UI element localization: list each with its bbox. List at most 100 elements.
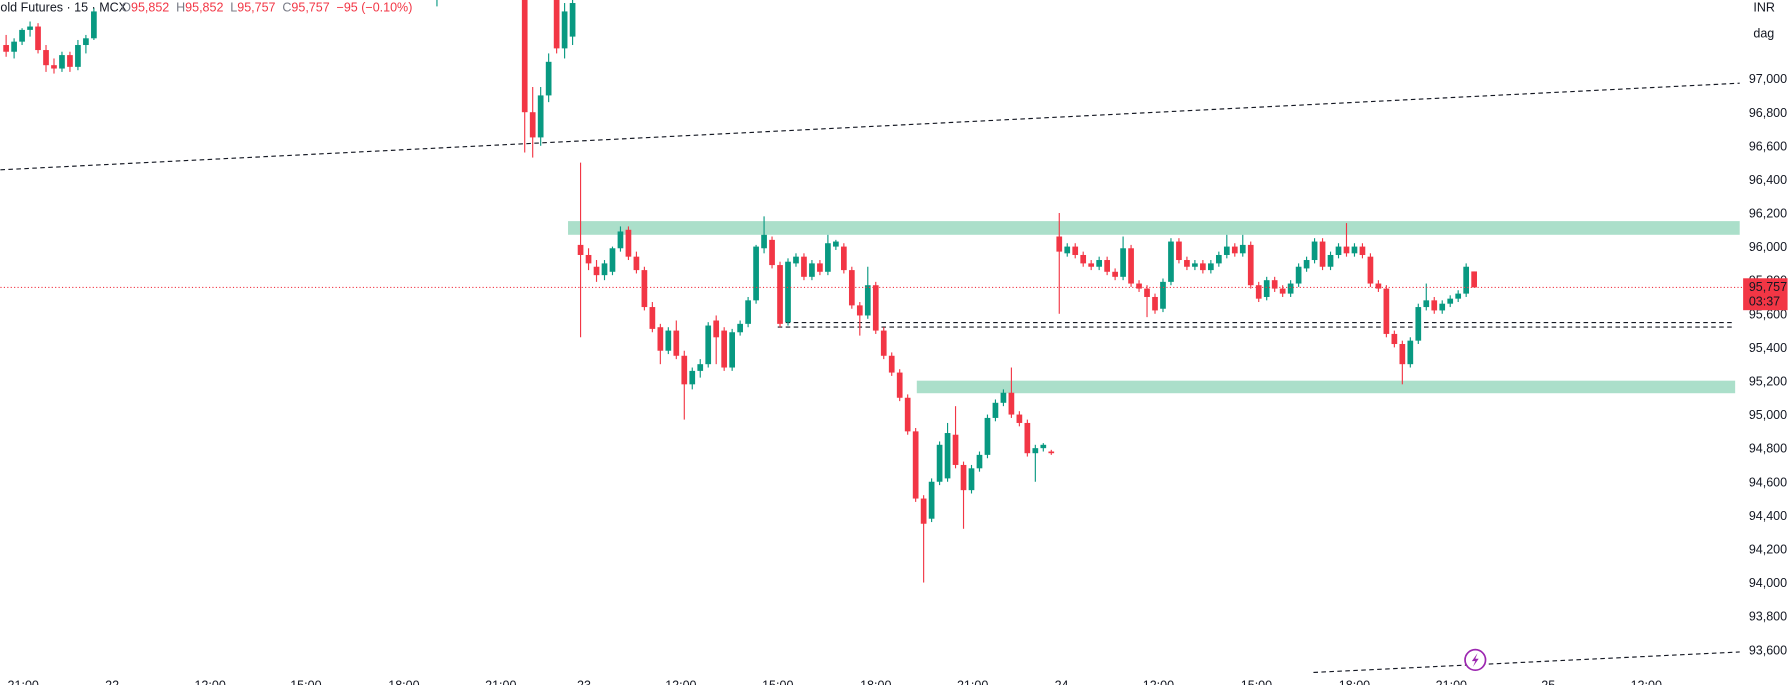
candle-body bbox=[1176, 241, 1182, 261]
resistance-zone bbox=[568, 221, 1740, 235]
candle-body bbox=[1239, 244, 1246, 254]
candle-body bbox=[1184, 260, 1190, 267]
candle-body bbox=[1080, 254, 1087, 264]
price-tag-label: 95,757 bbox=[1749, 280, 1787, 294]
candle-body bbox=[1064, 246, 1071, 254]
candle-body bbox=[1200, 263, 1206, 271]
candle-body bbox=[912, 431, 919, 499]
candle-body bbox=[1439, 303, 1446, 311]
price-axis: 93,600 93,800 94,000 94,200 94,400 94,600 94,8… bbox=[8, 72, 1788, 685]
candle-body bbox=[1208, 263, 1214, 271]
alert-icon[interactable] bbox=[1464, 648, 1487, 672]
candle-body bbox=[952, 434, 959, 465]
support-zone bbox=[916, 380, 1736, 394]
candle-body bbox=[769, 239, 775, 266]
candle-body bbox=[1032, 448, 1039, 454]
candle-body bbox=[904, 397, 911, 432]
candle-body bbox=[1072, 246, 1079, 255]
candle-body bbox=[1359, 246, 1366, 255]
candle-body bbox=[1120, 248, 1126, 277]
y-tick-label: 93,800 bbox=[1749, 610, 1787, 624]
legend-key: C bbox=[282, 0, 291, 14]
candle-body bbox=[1247, 244, 1254, 286]
candle-body bbox=[896, 372, 903, 398]
candle-body bbox=[1471, 271, 1477, 288]
candle-body bbox=[577, 244, 584, 255]
candle-body bbox=[1303, 260, 1310, 269]
candle-body bbox=[593, 266, 600, 276]
candle-body bbox=[11, 41, 17, 52]
header: old Futures · 15 · MCX O95,852 H95,852 L95… bbox=[0, 0, 412, 14]
candle-body bbox=[529, 112, 536, 138]
y-tick-label: 94,800 bbox=[1749, 442, 1787, 456]
candle-body bbox=[1144, 288, 1150, 297]
candles bbox=[0, 0, 1742, 583]
candle-body bbox=[617, 231, 624, 249]
y-tick-label: 95,200 bbox=[1749, 375, 1787, 389]
candle-body bbox=[561, 11, 568, 49]
symbol-title: old Futures · 15 · MCX bbox=[0, 0, 127, 14]
candle-body bbox=[793, 256, 799, 264]
candle-body bbox=[936, 444, 943, 482]
candle-body bbox=[1096, 260, 1103, 267]
ohlc-legend: O95,852 H95,852 L95,757 C95,757 −95 (−0.10%) bbox=[121, 0, 412, 14]
candle-body bbox=[1152, 296, 1158, 311]
candle-body bbox=[3, 45, 9, 52]
x-tick-label: 18:00 bbox=[388, 679, 419, 685]
candle-body bbox=[83, 38, 89, 46]
candle-body bbox=[872, 285, 879, 331]
candle-body bbox=[601, 263, 608, 276]
candle-body bbox=[545, 61, 552, 96]
alert-bolt[interactable] bbox=[1471, 653, 1479, 667]
legend-value: 95,852 bbox=[131, 0, 169, 14]
y-tick-label: 94,400 bbox=[1749, 509, 1787, 523]
y-tick-label: 94,200 bbox=[1749, 542, 1787, 556]
x-tick-label: 15:00 bbox=[290, 679, 321, 685]
drawings bbox=[0, 82, 1740, 674]
candle-body bbox=[880, 330, 887, 356]
candle-body bbox=[1048, 451, 1055, 454]
y-tick-label: 94,600 bbox=[1749, 475, 1787, 489]
candle-body bbox=[1000, 392, 1007, 403]
candle-body bbox=[856, 305, 863, 316]
legend-key: O bbox=[121, 0, 131, 14]
candle-body bbox=[43, 50, 49, 66]
candle-body bbox=[1391, 333, 1398, 345]
x-tick-label: 12:00 bbox=[1143, 679, 1174, 685]
candle-body bbox=[1327, 254, 1334, 267]
candle-body bbox=[19, 29, 25, 42]
x-tick-label: 12:00 bbox=[194, 679, 225, 685]
x-tick-label: 21:00 bbox=[8, 679, 39, 685]
legend-value: 95,757 bbox=[291, 0, 329, 14]
candle-body bbox=[713, 320, 720, 338]
candle-body bbox=[1008, 392, 1015, 415]
candle-body bbox=[888, 355, 895, 373]
candle-body bbox=[1335, 246, 1342, 255]
x-tick-label: 21:00 bbox=[1436, 679, 1467, 685]
y-tick-label: 96,000 bbox=[1749, 240, 1787, 254]
candle-body bbox=[569, 3, 576, 37]
candle-body bbox=[960, 464, 967, 491]
candle-body bbox=[1168, 241, 1174, 282]
trend-line bbox=[0, 82, 1740, 171]
candle-body bbox=[984, 417, 991, 455]
candle-body bbox=[833, 241, 839, 247]
x-tick-label: 12:00 bbox=[1631, 679, 1662, 685]
candle-body bbox=[1040, 444, 1047, 449]
y-tick-label: 95,000 bbox=[1749, 408, 1787, 422]
candle-body bbox=[1415, 307, 1422, 341]
candle-body bbox=[721, 330, 728, 368]
candle-body bbox=[1056, 236, 1063, 252]
y-tick-label: 96,200 bbox=[1749, 207, 1787, 221]
candle-body bbox=[1192, 263, 1198, 267]
candle-body bbox=[1383, 288, 1390, 334]
candle-body bbox=[976, 454, 983, 469]
y-tick-label: 96,800 bbox=[1749, 106, 1787, 120]
candle-body bbox=[944, 433, 951, 479]
candle-body bbox=[801, 256, 807, 277]
x-tick-label: 18:00 bbox=[1339, 679, 1370, 685]
candle-body bbox=[657, 327, 664, 351]
